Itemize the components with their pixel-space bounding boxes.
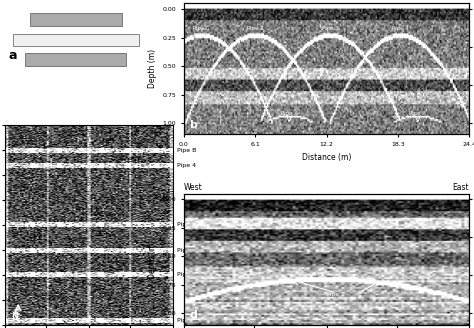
- Text: Pipe A: Pipe A: [177, 248, 196, 253]
- Text: North: North: [447, 0, 469, 1]
- Y-axis label: Depth (m): Depth (m): [148, 49, 157, 89]
- Text: Pipe 2: Pipe 2: [177, 272, 196, 277]
- Text: Pipe A: Pipe A: [281, 111, 298, 116]
- FancyBboxPatch shape: [25, 53, 126, 66]
- Text: N: N: [11, 312, 18, 321]
- Text: b: b: [190, 120, 198, 130]
- Text: East: East: [453, 183, 469, 192]
- Text: a: a: [8, 50, 17, 62]
- Text: Pipe 2: Pipe 2: [327, 292, 346, 297]
- Text: Pipe B: Pipe B: [177, 148, 196, 153]
- FancyBboxPatch shape: [13, 34, 139, 46]
- Text: Pipe 1: Pipe 1: [177, 318, 196, 323]
- Text: Pipe 3: Pipe 3: [177, 222, 196, 227]
- FancyBboxPatch shape: [30, 13, 122, 26]
- Text: Pipe B: Pipe B: [410, 111, 426, 116]
- Text: Pipe 2: Pipe 2: [247, 26, 264, 37]
- Text: Pipe 1: Pipe 1: [193, 26, 210, 37]
- Text: Pipe 4: Pipe 4: [392, 26, 409, 37]
- Text: Pipe 3: Pipe 3: [322, 26, 338, 37]
- X-axis label: Distance (m): Distance (m): [302, 153, 351, 162]
- Text: West: West: [184, 183, 203, 192]
- Y-axis label: Depth (m): Depth (m): [148, 239, 157, 279]
- Text: d: d: [190, 310, 198, 320]
- Text: South: South: [184, 0, 206, 1]
- Text: c: c: [13, 307, 20, 317]
- Text: Pipe 4: Pipe 4: [177, 163, 196, 168]
